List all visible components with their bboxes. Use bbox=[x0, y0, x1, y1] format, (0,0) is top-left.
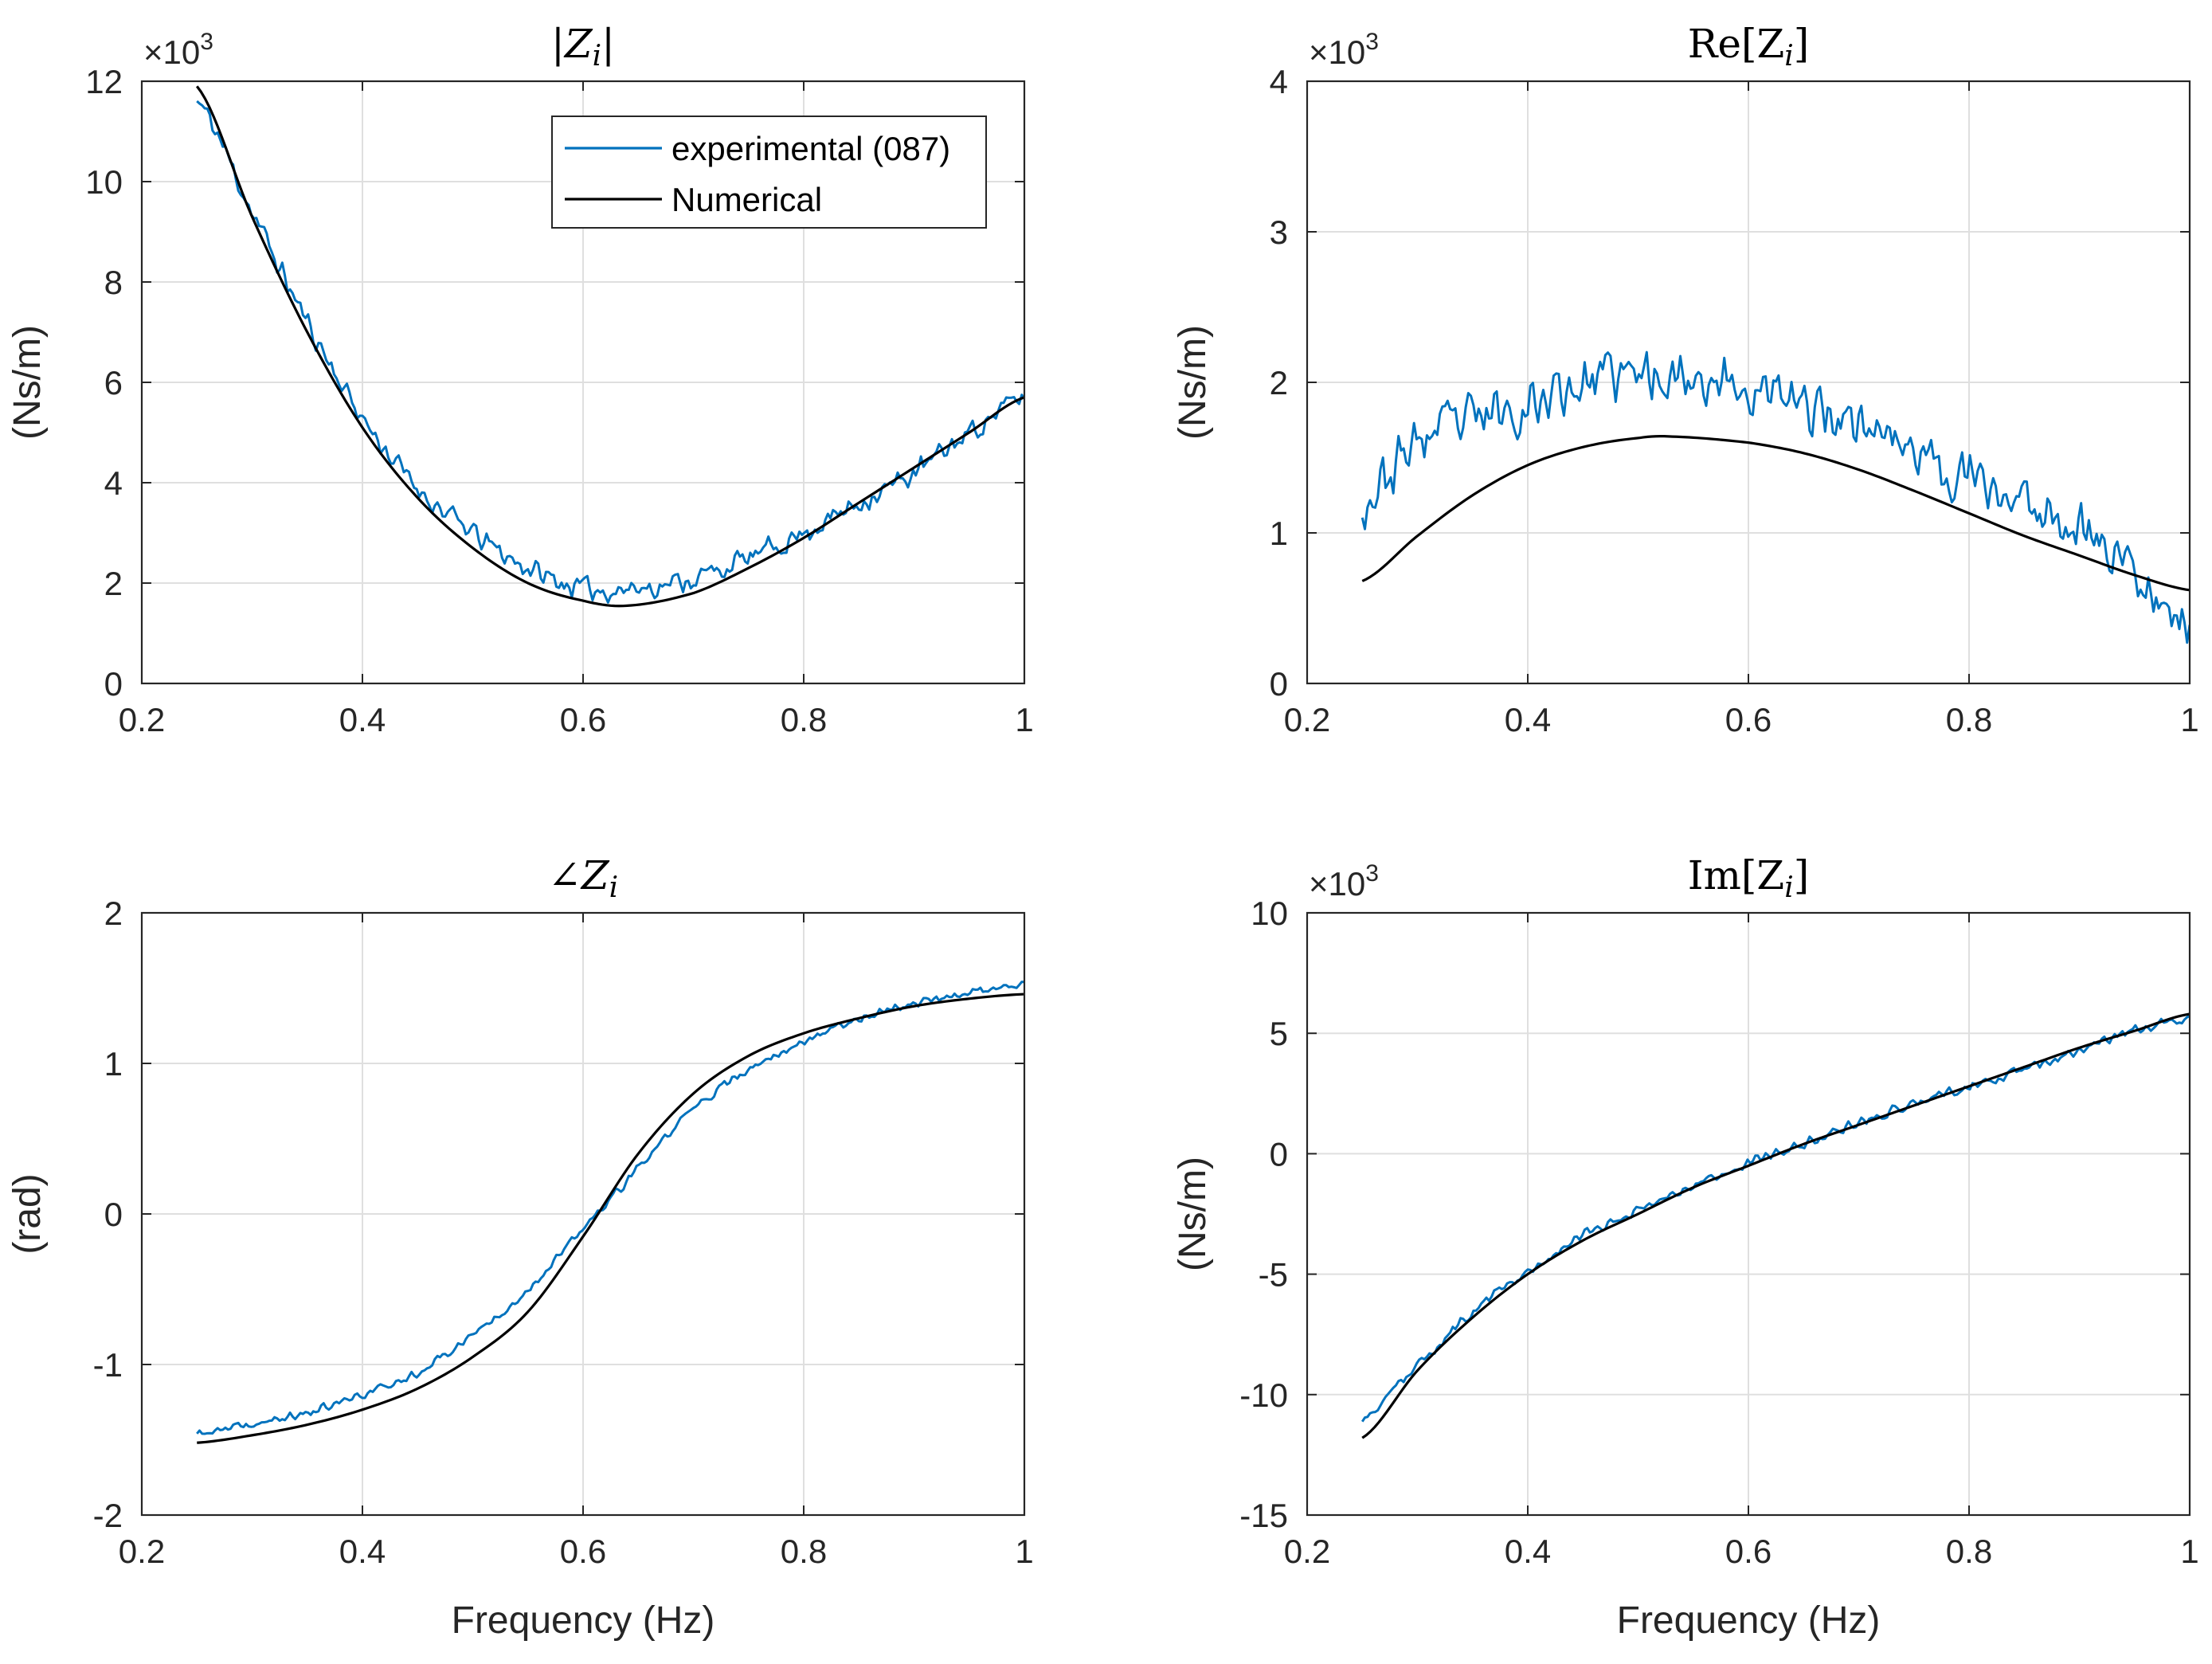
x-tick-label: 1 bbox=[2180, 1533, 2198, 1570]
x-tick-label: 0.2 bbox=[119, 1533, 165, 1570]
x-tick-label: 0.6 bbox=[560, 1533, 606, 1570]
legend-box bbox=[551, 116, 987, 229]
x-tick-label: 0.4 bbox=[1505, 701, 1551, 738]
subplot-title: ∠Zi bbox=[548, 852, 618, 904]
x-tick-label: 0.2 bbox=[1284, 1533, 1330, 1570]
series-line-numerical bbox=[1361, 435, 2190, 592]
x-tick-label: 1 bbox=[1015, 1533, 1033, 1570]
y-tick-label: 1 bbox=[104, 1045, 123, 1083]
y-tick-label: 10 bbox=[85, 163, 123, 201]
subplot-im: 0.2 0.4 0.6 0.8 1 -15 -10 -5 0 5 10 Im[Zi] ×103 (Ns/m… bbox=[1172, 852, 2199, 1642]
x-tick-label: 0.8 bbox=[781, 1533, 827, 1570]
y-tick-label: 4 bbox=[104, 464, 123, 502]
axis-exponent: ×103 bbox=[143, 29, 213, 71]
series-line-experimental bbox=[196, 981, 1024, 1435]
axis-exponent: ×103 bbox=[1309, 860, 1379, 902]
series-line-numerical bbox=[197, 993, 1024, 1444]
y-axis-label: (Ns/m) bbox=[6, 325, 49, 440]
y-axis-label: (Ns/m) bbox=[1172, 1157, 1214, 1271]
series-line-experimental bbox=[1360, 350, 2190, 644]
y-axis-label: (rad) bbox=[6, 1173, 49, 1254]
y-tick-label: -10 bbox=[1239, 1376, 1288, 1414]
x-axis-label: Frequency (Hz) bbox=[452, 1599, 715, 1642]
y-axis-label: (Ns/m) bbox=[1172, 325, 1214, 440]
x-tick-label: 0.8 bbox=[1946, 701, 1992, 738]
y-tick-label: -2 bbox=[93, 1497, 123, 1534]
y-tick-label: -5 bbox=[1259, 1256, 1288, 1294]
y-tick-label: 0 bbox=[104, 665, 123, 703]
y-tick-label: 5 bbox=[1270, 1015, 1288, 1052]
x-tick-label: 0.6 bbox=[560, 701, 606, 738]
y-tick-label: 2 bbox=[104, 895, 123, 932]
subplot-title: Re[Zi] bbox=[1688, 21, 1810, 72]
subplot-title: |Zi| bbox=[551, 21, 615, 72]
x-tick-label: 0.4 bbox=[339, 1533, 386, 1570]
x-tick-label: 1 bbox=[2180, 701, 2198, 738]
y-tick-label: 0 bbox=[1270, 1135, 1288, 1173]
y-tick-label: 2 bbox=[104, 565, 123, 602]
x-tick-label: 0.6 bbox=[1725, 701, 1772, 738]
x-axis-label: Frequency (Hz) bbox=[1617, 1599, 1881, 1642]
y-tick-label: 8 bbox=[104, 264, 123, 301]
y-tick-label: 4 bbox=[1270, 63, 1288, 100]
series-line-experimental bbox=[1360, 1015, 2190, 1423]
subplot-title: Im[Zi] bbox=[1688, 852, 1809, 904]
x-tick-label: 0.8 bbox=[1946, 1533, 1992, 1570]
x-tick-label: 0.4 bbox=[339, 701, 386, 738]
x-tick-label: 0.8 bbox=[781, 701, 827, 738]
y-tick-label: 0 bbox=[104, 1196, 123, 1233]
series-line-numerical bbox=[1361, 1012, 2190, 1439]
y-tick-label: 3 bbox=[1270, 213, 1288, 251]
legend-label-numerical: Numerical bbox=[671, 181, 822, 218]
subplot-re: 0.2 0.4 0.6 0.8 1 0 1 2 3 4 Re[Zi] ×103 (Ns/m) bbox=[1172, 21, 2199, 738]
y-tick-label: 6 bbox=[104, 364, 123, 401]
x-tick-label: 0.2 bbox=[119, 701, 165, 738]
y-tick-label: 2 bbox=[1270, 364, 1288, 401]
subplot-phase: 0.2 0.4 0.6 0.8 1 -2 -1 0 1 2 ∠Zi (rad) Frequency (H… bbox=[6, 852, 1034, 1642]
y-tick-label: 1 bbox=[1270, 515, 1288, 552]
series-line-numerical bbox=[195, 85, 1024, 608]
x-tick-label: 1 bbox=[1015, 701, 1033, 738]
axis-exponent: ×103 bbox=[1309, 29, 1379, 71]
y-tick-label: -1 bbox=[93, 1346, 123, 1384]
y-tick-label: 12 bbox=[85, 63, 123, 100]
x-tick-label: 0.6 bbox=[1725, 1533, 1772, 1570]
x-tick-label: 0.2 bbox=[1284, 701, 1330, 738]
legend: experimental (087) Numerical bbox=[551, 116, 987, 229]
subplot-mag: 0.2 0.4 0.6 0.8 1024681012|Zi|×103(Ns/m)expe… bbox=[6, 21, 1034, 738]
legend-label-experimental: experimental (087) bbox=[671, 130, 950, 167]
y-tick-label: 0 bbox=[1270, 665, 1288, 703]
x-tick-label: 0.4 bbox=[1505, 1533, 1551, 1570]
y-tick-label: 10 bbox=[1251, 895, 1288, 932]
y-tick-label: -15 bbox=[1239, 1497, 1288, 1534]
